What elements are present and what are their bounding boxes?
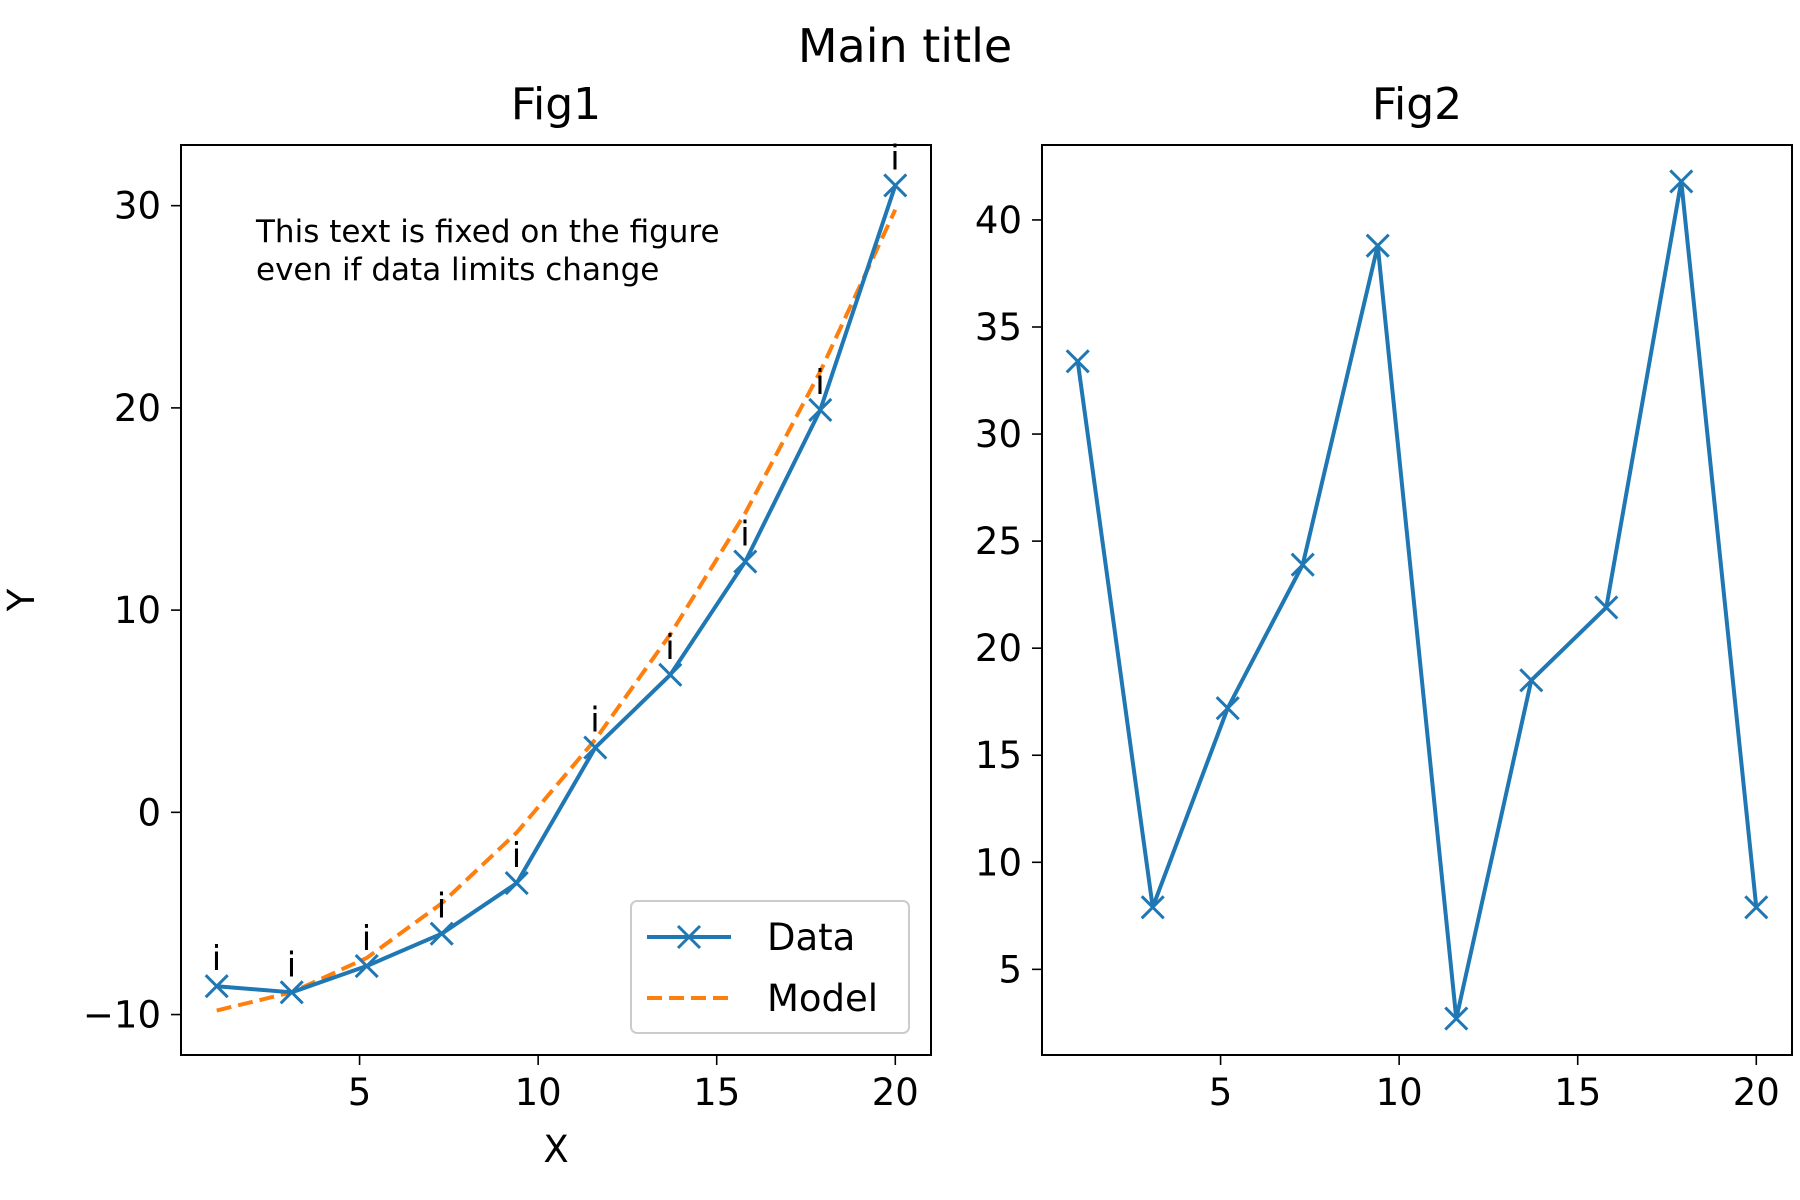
y-tick-label: 20 xyxy=(975,627,1022,670)
y-tick-label: 10 xyxy=(975,841,1022,884)
series-line-model xyxy=(216,208,898,1013)
data-point xyxy=(1140,895,1165,920)
y-tick-label: 20 xyxy=(114,387,161,430)
main-title: Main title xyxy=(798,19,1012,73)
y-tick-label: 10 xyxy=(114,589,161,632)
point-label: i xyxy=(437,887,446,927)
data-point xyxy=(204,974,229,999)
y-tick-label: 35 xyxy=(975,306,1022,349)
y-tick-label: 40 xyxy=(975,199,1022,242)
x-tick-label: 20 xyxy=(1733,1071,1780,1114)
subplot-title: Fig2 xyxy=(1372,79,1462,130)
data-point xyxy=(1065,349,1090,374)
data-point xyxy=(1365,233,1390,258)
x-tick-label: 20 xyxy=(872,1071,919,1114)
data-point xyxy=(883,173,908,198)
data-point xyxy=(279,980,304,1005)
x-tick-label: 5 xyxy=(1209,1071,1233,1114)
x-tick-label: 15 xyxy=(693,1071,740,1114)
y-tick-label: 30 xyxy=(975,413,1022,456)
data-point xyxy=(504,871,529,896)
y-tick-label: −10 xyxy=(83,994,161,1037)
x-tick-label: 10 xyxy=(1376,1071,1423,1114)
legend-label-data: Data xyxy=(767,916,855,959)
point-label: i xyxy=(890,138,899,178)
point-label: i xyxy=(665,628,674,668)
data-point xyxy=(354,953,379,979)
data-point xyxy=(658,662,683,687)
annotation-text: even if data limits change xyxy=(256,252,659,288)
data-point xyxy=(1744,895,1769,920)
y-tick-label: 15 xyxy=(975,734,1022,777)
x-tick-label: 15 xyxy=(1554,1071,1601,1114)
annotation-text: This text is fixed on the figure xyxy=(255,214,720,250)
y-tick-label: 30 xyxy=(114,185,161,228)
point-label: i xyxy=(590,701,599,741)
chart-panel-2: Fig2 5 10 15 20 5 10 15 20 25 30 35 40 xyxy=(975,79,1793,1114)
series-line-data xyxy=(1075,179,1759,1021)
y-axis-label: Y xyxy=(0,588,43,612)
point-label: i xyxy=(287,945,296,985)
data-point xyxy=(583,735,608,760)
data-point xyxy=(1519,668,1544,693)
point-label: i xyxy=(815,363,824,403)
y-tick-label: 5 xyxy=(998,948,1022,991)
point-label: i xyxy=(212,939,221,979)
legend: Data Model xyxy=(630,900,910,1034)
data-point xyxy=(1669,169,1694,194)
data-point xyxy=(429,921,454,946)
point-label: i xyxy=(362,919,371,959)
data-point xyxy=(1444,1006,1469,1031)
data-point xyxy=(808,397,833,422)
data-point xyxy=(1215,696,1240,721)
subplot-title: Fig1 xyxy=(511,79,601,130)
x-tick-label: 5 xyxy=(348,1071,372,1114)
chart-panel-1: Fig1 5 10 15 20 −10 0 10 20 30 X Y This text is fixe… xyxy=(0,79,932,1171)
y-tick-label: 0 xyxy=(137,791,161,834)
axes-frame-2 xyxy=(1041,144,1793,1056)
point-label: i xyxy=(740,515,749,555)
data-point xyxy=(733,549,758,574)
legend-marker xyxy=(676,924,702,950)
legend-label-model: Model xyxy=(767,977,878,1020)
series-line-data xyxy=(216,184,898,995)
data-point xyxy=(1290,552,1315,577)
y-tick-label: 25 xyxy=(975,520,1022,563)
x-axis-label: X xyxy=(543,1128,568,1171)
axes-frame-1 xyxy=(180,144,932,1056)
data-point xyxy=(1594,595,1619,620)
point-label: i xyxy=(512,836,521,876)
x-tick-label: 10 xyxy=(515,1071,562,1114)
